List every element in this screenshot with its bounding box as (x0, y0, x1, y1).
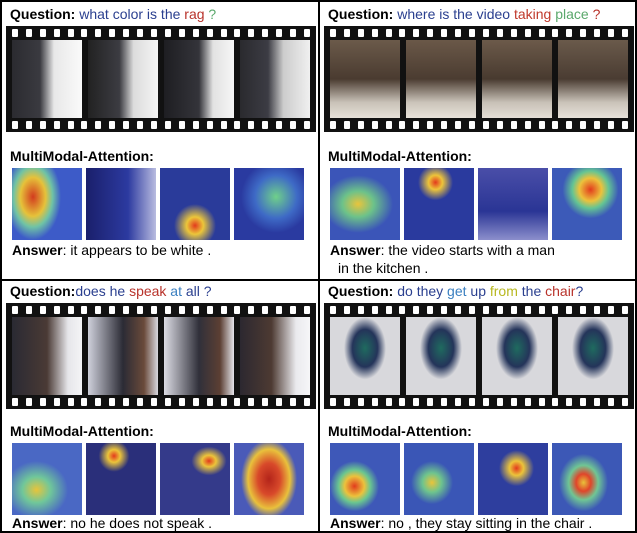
question-word: ? (588, 6, 601, 22)
question-word: at (166, 283, 182, 299)
attention-label: MultiModal-Attention: (328, 423, 472, 439)
attention-map (478, 168, 548, 240)
video-frame (482, 40, 552, 118)
question-word: what color is the (75, 6, 185, 22)
video-frame (12, 317, 82, 395)
panel-3: Question:does he speak at all ? MultiMod… (2, 281, 316, 531)
question-2: Question: where is the video taking plac… (328, 6, 601, 22)
film-strip (324, 303, 634, 409)
video-frame (482, 317, 552, 395)
attention-map (330, 443, 400, 515)
question-word: do they (393, 283, 448, 299)
answer-2: Answer: the video starts with a man (330, 242, 555, 258)
attention-map (330, 168, 400, 240)
question-word: all ? (182, 283, 212, 299)
attention-map (552, 443, 622, 515)
attention-maps (330, 443, 622, 515)
question-words: does he speak at all ? (75, 283, 211, 299)
attention-map (160, 168, 230, 240)
attention-map (404, 443, 474, 515)
question-word: does he (75, 283, 130, 299)
attention-label: MultiModal-Attention: (10, 148, 154, 164)
video-frame (330, 40, 400, 118)
attention-map (552, 168, 622, 240)
attention-map (12, 168, 82, 240)
question-word: place (551, 6, 589, 22)
video-frame (164, 317, 234, 395)
video-frame (330, 317, 400, 395)
panel-2: Question: where is the video taking plac… (320, 2, 634, 279)
attention-map (404, 168, 474, 240)
attention-maps (12, 443, 304, 515)
question-word: where is the video (393, 6, 514, 22)
attention-map (160, 443, 230, 515)
film-strip (6, 303, 316, 409)
film-strip (6, 26, 316, 132)
question-words: do they get up from the chair? (393, 283, 583, 299)
question-word: ? (575, 283, 584, 299)
video-frame (240, 317, 310, 395)
question-words: what color is the rag ? (75, 6, 216, 22)
video-frame (558, 40, 628, 118)
video-frame (558, 317, 628, 395)
question-word: the (517, 283, 542, 299)
video-frame (406, 317, 476, 395)
question-1: Question: what color is the rag ? (10, 6, 217, 22)
video-frame (88, 40, 158, 118)
answer-2-line-2: in the kitchen . (338, 260, 429, 276)
question-3: Question:does he speak at all ? (10, 283, 212, 299)
attention-map (12, 443, 82, 515)
attention-map (478, 443, 548, 515)
question-4: Question: do they get up from the chair? (328, 283, 584, 299)
question-words: where is the video taking place ? (393, 6, 600, 22)
answer-1: Answer: it appears to be white . (12, 242, 212, 258)
answer-3: Answer: no he does not speak . (12, 515, 213, 531)
question-word: up (466, 283, 486, 299)
divider-vertical (318, 0, 320, 533)
film-strip (324, 26, 634, 132)
question-word: get (447, 283, 467, 299)
attention-map (86, 168, 156, 240)
attention-label: MultiModal-Attention: (10, 423, 154, 439)
attention-maps (12, 168, 304, 240)
attention-label: MultiModal-Attention: (328, 148, 472, 164)
question-word: chair (541, 283, 576, 299)
question-word: from (485, 283, 518, 299)
question-word: rag (184, 6, 205, 22)
attention-map (234, 168, 304, 240)
video-frame (164, 40, 234, 118)
video-frame (88, 317, 158, 395)
video-frame (12, 40, 82, 118)
question-word: taking (513, 6, 552, 22)
attention-maps (330, 168, 622, 240)
panel-1: Question: what color is the rag ? MultiM… (2, 2, 316, 279)
question-word: speak (129, 283, 167, 299)
answer-4: Answer: no , they stay sitting in the ch… (330, 515, 593, 531)
video-frame (406, 40, 476, 118)
question-word: ? (204, 6, 217, 22)
panel-4: Question: do they get up from the chair?… (320, 281, 634, 531)
video-frame (240, 40, 310, 118)
divider-horizontal (0, 279, 637, 281)
attention-map (86, 443, 156, 515)
attention-map (234, 443, 304, 515)
